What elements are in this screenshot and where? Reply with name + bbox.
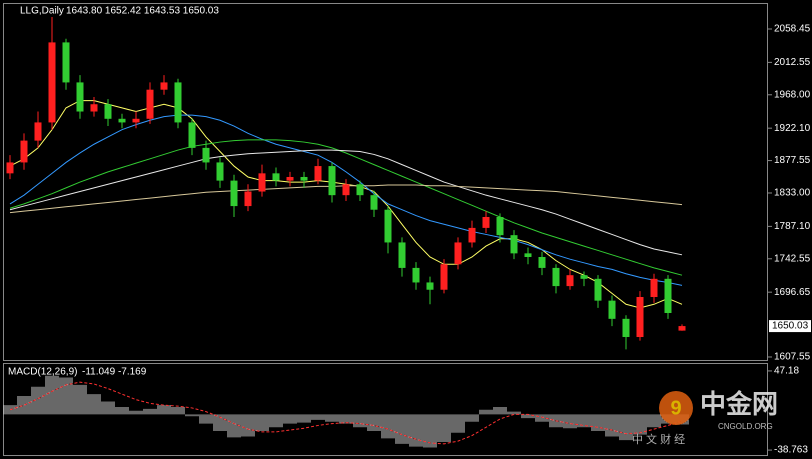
candle-body bbox=[538, 256, 546, 268]
candle-body bbox=[258, 173, 266, 192]
candle-body bbox=[580, 275, 588, 279]
price-box bbox=[769, 320, 811, 333]
y-tick-label: 1787.10 bbox=[774, 221, 811, 232]
candle-body bbox=[188, 122, 196, 148]
moving-average bbox=[9, 149, 683, 256]
candle-body bbox=[454, 242, 462, 265]
candle-body bbox=[440, 264, 448, 290]
candle-body bbox=[6, 162, 14, 174]
logo-mark: 9 bbox=[670, 397, 681, 419]
candle-body bbox=[636, 297, 644, 338]
candle-body bbox=[510, 235, 518, 254]
signal-line bbox=[9, 381, 683, 445]
y-tick-label: 1742.55 bbox=[774, 253, 811, 264]
candle-body bbox=[342, 184, 350, 196]
candle-body bbox=[398, 242, 406, 268]
candle-body bbox=[426, 282, 434, 290]
brand: 中金网 bbox=[700, 389, 778, 419]
candle-body bbox=[244, 191, 252, 207]
logo bbox=[659, 391, 693, 425]
candle-body bbox=[622, 318, 630, 338]
candle-body bbox=[496, 216, 504, 236]
candle-body bbox=[412, 267, 420, 283]
moving-average bbox=[9, 114, 683, 286]
candle-body bbox=[174, 82, 182, 123]
sub: 中 文 财 经 bbox=[632, 432, 685, 446]
candle-body bbox=[48, 42, 56, 123]
candle-body bbox=[314, 166, 322, 181]
candle-body bbox=[328, 166, 336, 196]
candle-body bbox=[552, 267, 560, 287]
candle-body bbox=[384, 209, 392, 243]
candle-body bbox=[202, 147, 210, 163]
candle-body bbox=[216, 162, 224, 181]
chart-title: LLG,Daily bbox=[20, 6, 64, 17]
y-tick-label: 1922.10 bbox=[774, 123, 811, 134]
candle-body bbox=[118, 118, 126, 123]
y-tick-label: 1696.65 bbox=[774, 287, 811, 298]
ohlc-text: 1643.80 1652.42 1643.53 1650.03 bbox=[66, 6, 219, 17]
candle-body bbox=[146, 89, 154, 119]
y-tick-label: 47.18 bbox=[774, 366, 799, 377]
y-tick-label: 2058.45 bbox=[774, 24, 811, 35]
macd-values: -11.049 -7.169 bbox=[82, 367, 147, 378]
candle-body bbox=[34, 122, 42, 141]
candle-body bbox=[356, 184, 364, 196]
candle-body bbox=[90, 104, 98, 112]
candle-body bbox=[482, 216, 490, 228]
candle-body bbox=[160, 82, 168, 90]
candle-body bbox=[524, 253, 532, 257]
y-tick-label: 2012.55 bbox=[774, 57, 811, 68]
y-tick-label: 1607.55 bbox=[774, 352, 811, 363]
last-price: 1650.03 bbox=[772, 321, 809, 332]
macd-title: MACD(12,26,9) bbox=[8, 367, 77, 378]
candle-body bbox=[300, 176, 308, 181]
candle-body bbox=[664, 278, 672, 314]
candle-body bbox=[286, 176, 294, 181]
candle-body bbox=[230, 180, 238, 207]
y-tick-label: -38.763 bbox=[774, 445, 808, 456]
candle-body bbox=[62, 42, 70, 83]
watermark: 9 中金网 CNGOLD.ORG 中 文 财 经 bbox=[632, 389, 778, 446]
candle-body bbox=[608, 300, 616, 319]
y-tick-label: 1968.00 bbox=[774, 89, 811, 100]
candle-body bbox=[76, 82, 84, 112]
candle-body bbox=[272, 173, 280, 181]
main-frame bbox=[3, 3, 768, 361]
candle-body bbox=[104, 104, 112, 119]
candle-body bbox=[594, 278, 602, 301]
moving-average bbox=[9, 139, 683, 276]
y-tick-label: 1833.00 bbox=[774, 188, 811, 199]
candle-body bbox=[468, 227, 476, 243]
candle-body bbox=[132, 118, 140, 123]
candle-body bbox=[370, 195, 378, 210]
candle-body bbox=[566, 275, 574, 287]
candle-body bbox=[678, 326, 686, 331]
candle-body bbox=[20, 140, 28, 163]
y-tick-label: 1877.55 bbox=[774, 155, 811, 166]
candle-body bbox=[650, 278, 658, 298]
site: CNGOLD.ORG bbox=[718, 422, 773, 431]
